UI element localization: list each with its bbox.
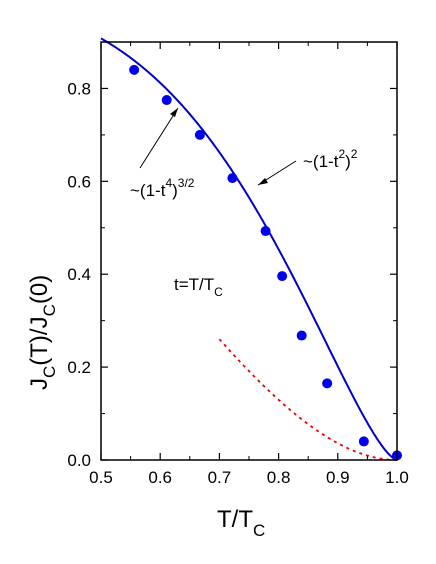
data-point <box>277 271 288 282</box>
x-tick-label: 0.6 <box>148 468 172 487</box>
x-tick-label: 0.8 <box>267 468 291 487</box>
curve-line-1 <box>100 37 398 461</box>
y-tick-label: 0.8 <box>67 79 91 98</box>
curve-line-2 <box>218 338 397 461</box>
data-point <box>260 226 271 237</box>
data-point <box>129 64 140 75</box>
annotation-arrowhead-curve1 <box>170 108 178 117</box>
annotation-param: t=T/TC <box>174 275 223 299</box>
data-point <box>296 330 307 341</box>
x-tick-label: 0.5 <box>89 468 113 487</box>
data-points <box>129 64 402 461</box>
annotation-curve2: ~(1-t2)2 <box>303 147 358 171</box>
x-axis-title: T/TC <box>217 506 265 540</box>
y-tick-label: 0.0 <box>67 451 91 470</box>
data-point <box>194 129 205 140</box>
annotation-arrow-curve1 <box>139 107 179 169</box>
data-point <box>322 378 333 389</box>
x-tick-label: 0.7 <box>208 468 232 487</box>
y-tick-label: 0.2 <box>67 358 91 377</box>
annotation-arrowhead-curve2 <box>258 178 268 185</box>
y-tick-label: 0.4 <box>67 265 91 284</box>
axis-ticks: 0.5 0.6 0.7 0.8 0.9 1.0 0.0 0.2 0.4 0.6 0.8 <box>67 41 409 487</box>
y-tick-label: 0.6 <box>67 172 91 191</box>
curves <box>100 37 398 461</box>
x-tick-label: 0.9 <box>326 468 350 487</box>
data-point <box>358 436 369 447</box>
x-tick-label: 1.0 <box>385 468 409 487</box>
y-axis-title: JC(T)/JC(0) <box>26 275 59 390</box>
data-point <box>161 95 172 106</box>
data-point <box>227 173 238 184</box>
annotation-curve1: ~(1-t4)3/2 <box>130 176 195 200</box>
